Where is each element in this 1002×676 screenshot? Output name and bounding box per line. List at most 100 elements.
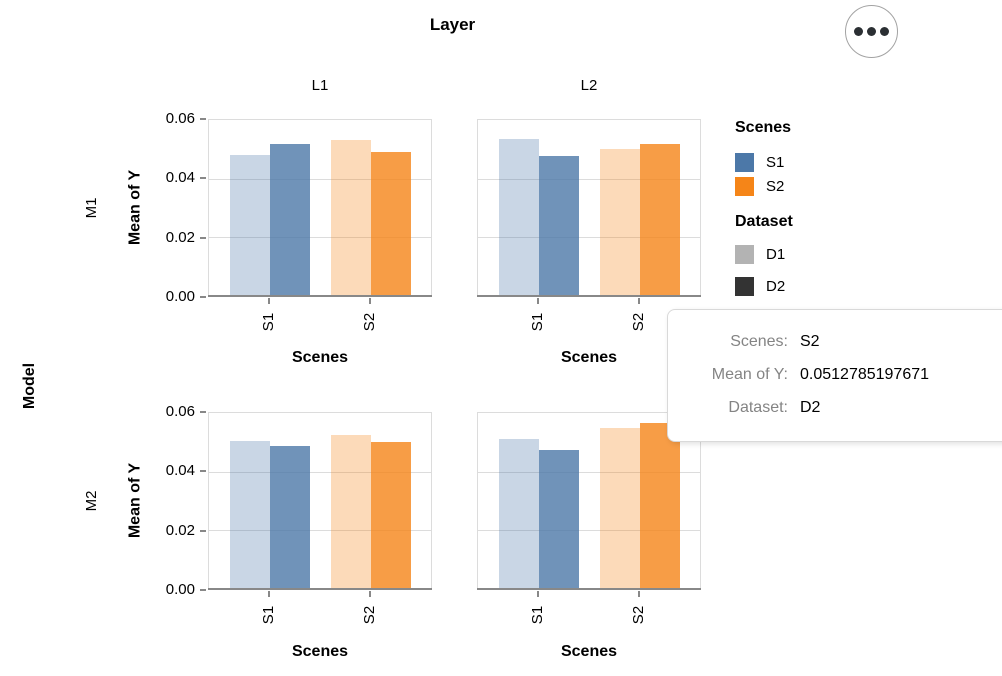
- y-tick-label: 0.02: [165, 521, 195, 539]
- legend-label-s1: S1: [766, 154, 785, 171]
- bar-m1-l1-s1-d1[interactable]: [229, 155, 270, 296]
- y-axis-title: Mean of Y: [126, 462, 144, 539]
- legend-swatch-s1: [735, 153, 754, 172]
- y-tick: [200, 529, 206, 532]
- bar-m1-l1-s2-d2[interactable]: [370, 152, 411, 296]
- legend-swatch-s2: [735, 177, 754, 196]
- bar-m2-l1-s1-d1[interactable]: [229, 440, 270, 589]
- bar-m1-l2-s2-d2[interactable]: [639, 143, 680, 296]
- y-axis-m1: 0.06 0.04 0.02 0.00: [147, 110, 208, 305]
- column-facet-title: Layer: [429, 15, 476, 34]
- bar-m2-l2-s2-d1[interactable]: [599, 427, 640, 589]
- bar-m2-l2-s1-d2[interactable]: [538, 449, 579, 589]
- x-tick: [267, 298, 270, 304]
- gridline: [209, 237, 431, 239]
- bar-m2-l1-s2-d1[interactable]: [330, 435, 371, 589]
- bar-m2-l1-s2-d2[interactable]: [370, 441, 411, 589]
- bar-m1-l2-s2-d1[interactable]: [599, 148, 640, 296]
- tooltip-value: S2: [800, 332, 820, 350]
- x-tick-label: S1: [259, 312, 277, 332]
- legend-title-scenes: Scenes: [735, 119, 792, 136]
- x-axis-line: [208, 295, 432, 297]
- column-header-l2: L2: [580, 77, 598, 94]
- y-tick-label: 0.06: [165, 403, 195, 420]
- gridline: [478, 530, 700, 532]
- x-tick: [368, 298, 371, 304]
- bar-m1-l2-s1-d1[interactable]: [498, 139, 539, 296]
- actions-button[interactable]: [845, 5, 898, 58]
- tooltip-value: 0.0512785197671: [800, 365, 930, 383]
- row-label-m1: M1: [83, 197, 100, 219]
- legend-label-d2: D2: [766, 278, 786, 295]
- x-tick-label: S1: [528, 312, 546, 332]
- x-tick: [637, 298, 640, 304]
- tooltip: Scenes: S2 Mean of Y: 0.0512785197671 Da…: [667, 309, 1002, 442]
- x-tick-label: S2: [629, 605, 647, 625]
- bar-m1-l1-s2-d1[interactable]: [330, 139, 371, 296]
- y-tick-label: 0.04: [165, 169, 195, 187]
- y-tick: [200, 236, 206, 239]
- panel-m2-l2: S1 S2: [477, 412, 701, 624]
- column-header-l1: L1: [311, 77, 329, 94]
- y-tick-label: 0.04: [165, 462, 195, 480]
- legend-swatch-d1: [735, 245, 754, 264]
- bar-m2-l2-s2-d2[interactable]: [639, 423, 680, 589]
- plot-area: [477, 119, 701, 297]
- x-axis-line: [477, 588, 701, 590]
- plot-area: [477, 412, 701, 590]
- row-facet-title: Model: [21, 362, 38, 410]
- legend-label-d1: D1: [766, 246, 786, 263]
- x-tick: [637, 591, 640, 597]
- x-tick-label: S1: [259, 605, 277, 625]
- x-axis-title: Scenes: [291, 643, 349, 660]
- tooltip-row: Dataset: D2: [684, 391, 996, 424]
- y-tick-label: 0.00: [165, 581, 195, 598]
- y-tick: [200, 589, 206, 591]
- x-tick-label: S2: [629, 312, 647, 332]
- x-axis-title: Scenes: [560, 349, 618, 366]
- gridline: [209, 471, 431, 473]
- tooltip-row: Scenes: S2: [684, 325, 996, 358]
- legend-label-s2: S2: [766, 178, 785, 195]
- ellipsis-icon: [854, 27, 889, 36]
- x-tick-label: S1: [528, 605, 546, 625]
- tooltip-key: Dataset:: [728, 398, 788, 416]
- bar-m1-l2-s1-d2[interactable]: [538, 155, 579, 296]
- gridline: [478, 178, 700, 180]
- y-tick: [200, 177, 206, 180]
- y-tick-label: 0.00: [165, 288, 195, 305]
- x-axis-title: Scenes: [560, 643, 618, 660]
- y-tick-label: 0.02: [165, 228, 195, 246]
- legend-title-dataset: Dataset: [735, 213, 793, 230]
- panel-m1-l2: S1 S2: [477, 119, 701, 331]
- y-axis-m2: 0.06 0.04 0.02 0.00: [147, 403, 208, 598]
- tooltip-row: Mean of Y: 0.0512785197671: [684, 358, 996, 391]
- x-tick-label: S2: [360, 312, 378, 332]
- bar-m2-l1-s1-d2[interactable]: [269, 445, 310, 589]
- x-tick: [368, 591, 371, 597]
- x-axis-line: [208, 588, 432, 590]
- y-tick: [200, 296, 206, 298]
- bar-m2-l2-s1-d1[interactable]: [498, 438, 539, 589]
- y-tick: [200, 411, 206, 413]
- tooltip-key: Scenes:: [730, 332, 788, 350]
- x-axis-line: [477, 295, 701, 297]
- gridline: [209, 530, 431, 532]
- bar-m1-l1-s1-d2[interactable]: [269, 143, 310, 296]
- y-tick: [200, 118, 206, 120]
- plot-area: [208, 119, 432, 297]
- panel-m2-l1: S1 S2: [208, 412, 432, 624]
- panel-m1-l1: S1 S2: [208, 119, 432, 331]
- y-axis-title: Mean of Y: [126, 169, 144, 246]
- y-tick-label: 0.06: [165, 110, 195, 127]
- x-tick-label: S2: [360, 605, 378, 625]
- tooltip-key: Mean of Y:: [711, 365, 788, 383]
- x-tick: [536, 298, 539, 304]
- x-tick: [267, 591, 270, 597]
- row-label-m2: M2: [83, 490, 100, 512]
- tooltip-value: D2: [800, 398, 821, 416]
- x-axis-title: Scenes: [291, 349, 349, 366]
- legend-swatch-d2: [735, 277, 754, 296]
- gridline: [478, 471, 700, 473]
